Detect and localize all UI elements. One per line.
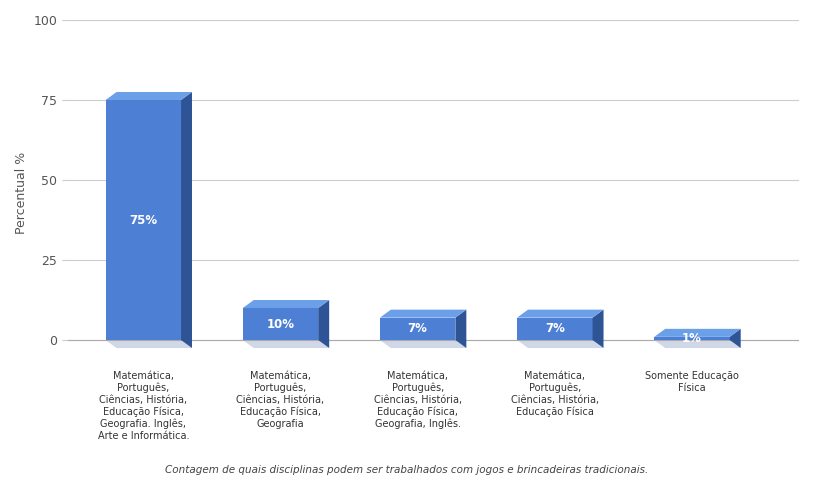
Polygon shape bbox=[380, 340, 466, 348]
Polygon shape bbox=[181, 92, 192, 348]
Bar bbox=[654, 337, 729, 340]
Text: 10%: 10% bbox=[266, 318, 295, 331]
Bar bbox=[106, 100, 181, 340]
Text: 1%: 1% bbox=[682, 332, 702, 345]
Polygon shape bbox=[654, 329, 741, 337]
Bar bbox=[380, 318, 455, 340]
Polygon shape bbox=[654, 340, 741, 348]
Polygon shape bbox=[106, 92, 192, 100]
Bar bbox=[243, 308, 318, 340]
Polygon shape bbox=[729, 329, 741, 348]
Text: 7%: 7% bbox=[545, 323, 565, 336]
Text: Contagem de quais disciplinas podem ser trabalhados com jogos e brincadeiras tra: Contagem de quais disciplinas podem ser … bbox=[165, 465, 649, 475]
Polygon shape bbox=[380, 310, 466, 318]
Polygon shape bbox=[106, 340, 192, 348]
Polygon shape bbox=[243, 340, 329, 348]
Text: 75%: 75% bbox=[129, 214, 157, 227]
Text: 7%: 7% bbox=[408, 323, 427, 336]
Polygon shape bbox=[455, 310, 466, 348]
Polygon shape bbox=[243, 300, 329, 308]
Polygon shape bbox=[517, 310, 603, 318]
Polygon shape bbox=[318, 300, 329, 348]
Y-axis label: Percentual %: Percentual % bbox=[15, 152, 28, 234]
Polygon shape bbox=[517, 340, 603, 348]
Bar bbox=[517, 318, 593, 340]
Polygon shape bbox=[593, 310, 603, 348]
